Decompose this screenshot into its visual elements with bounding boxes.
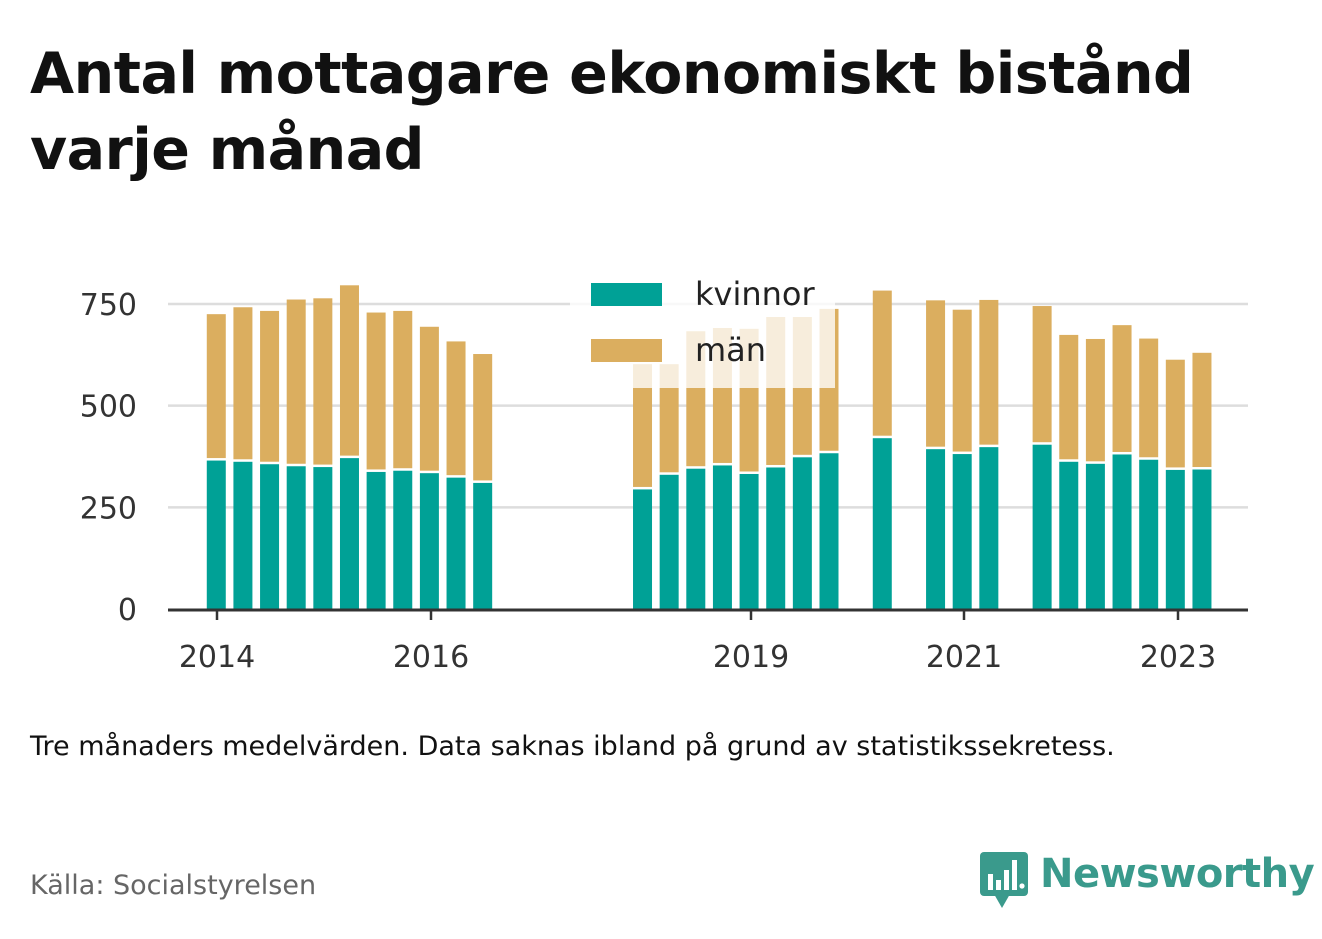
bar-man-2021-07 bbox=[952, 309, 972, 452]
bar-kvinnor-2019-04 bbox=[712, 465, 732, 609]
bar-man-2015-01 bbox=[260, 310, 280, 462]
bar-man-2022-04 bbox=[1032, 306, 1052, 443]
x-tick-label-2021: 2021 bbox=[926, 640, 1002, 675]
bar-kvinnor-2018-10 bbox=[659, 474, 679, 609]
bar-man-2023-10 bbox=[1192, 352, 1212, 468]
bar-man-2015-07 bbox=[313, 298, 333, 465]
bar-man-2016-04 bbox=[393, 310, 413, 469]
bar-kvinnor-2022-04 bbox=[1032, 444, 1052, 609]
bar-kvinnor-2023-04 bbox=[1139, 459, 1159, 609]
bar-man-2023-04 bbox=[1139, 338, 1159, 458]
bar-kvinnor-2016-01 bbox=[366, 471, 386, 609]
bar-man-2018-10 bbox=[659, 364, 679, 473]
bar-man-2021-04 bbox=[926, 300, 946, 447]
bar-man-2017-01 bbox=[473, 354, 493, 481]
bar-man-2021-10 bbox=[979, 299, 999, 445]
bar-kvinnor-2022-07 bbox=[1059, 461, 1079, 609]
bar-kvinnor-2023-01 bbox=[1112, 454, 1132, 609]
x-axis: 2014 2016 2019 2021 2023 bbox=[168, 608, 1248, 675]
bar-kvinnor-2015-04 bbox=[286, 466, 306, 609]
bar-kvinnor-2019-07 bbox=[739, 473, 759, 609]
bar-kvinnor-2020-10 bbox=[872, 438, 892, 609]
y-tick-label-750: 750 bbox=[80, 288, 137, 323]
bar-man-2015-04 bbox=[286, 299, 306, 464]
legend-label-kvinnor: kvinnor bbox=[695, 275, 816, 313]
bar-man-2015-10 bbox=[339, 285, 359, 456]
chart-title: Antal mottagare ekonomiskt bistånd varje… bbox=[30, 41, 1194, 183]
bar-kvinnor-2014-07 bbox=[206, 460, 226, 609]
bar-kvinnor-2019-01 bbox=[686, 468, 706, 609]
legend-label-män: män bbox=[695, 331, 766, 369]
legend-swatch-män bbox=[591, 339, 662, 362]
bar-kvinnor-2021-10 bbox=[979, 447, 999, 609]
y-tick-label-0: 0 bbox=[118, 593, 137, 628]
bar-kvinnor-2016-10 bbox=[446, 477, 466, 609]
bar-kvinnor-2016-07 bbox=[419, 473, 439, 609]
bar-man-2014-10 bbox=[233, 307, 253, 460]
x-tick-label-2016: 2016 bbox=[393, 640, 469, 675]
bar-kvinnor-2023-07 bbox=[1165, 469, 1185, 609]
legend: kvinnor män bbox=[570, 275, 835, 388]
bar-man-2014-07 bbox=[206, 314, 226, 459]
bar-kvinnor-2020-01 bbox=[792, 457, 812, 609]
y-tick-label-250: 250 bbox=[80, 491, 137, 526]
bar-kvinnor-2017-01 bbox=[473, 482, 493, 609]
bar-kvinnor-2015-01 bbox=[260, 464, 280, 609]
bar-man-2018-07 bbox=[633, 364, 653, 487]
bar-kvinnor-2015-07 bbox=[313, 467, 333, 609]
newsworthy-logo-icon bbox=[980, 852, 1028, 908]
brand-name: Newsworthy bbox=[1040, 851, 1315, 897]
x-tick-label-2014: 2014 bbox=[179, 640, 255, 675]
x-tick-label-2023: 2023 bbox=[1140, 640, 1216, 675]
bar-man-2016-01 bbox=[366, 312, 386, 470]
source-credit: Källa: Socialstyrelsen bbox=[30, 870, 317, 901]
bar-man-2016-10 bbox=[446, 341, 466, 476]
y-axis-labels: 0 250 500 750 bbox=[80, 288, 137, 628]
x-tick-label-2019: 2019 bbox=[713, 640, 789, 675]
bar-man-2016-07 bbox=[419, 326, 439, 471]
bar-kvinnor-2018-07 bbox=[633, 489, 653, 609]
chart-note: Tre månaders medelvärden. Data saknas ib… bbox=[30, 731, 1115, 762]
bar-kvinnor-2016-04 bbox=[393, 470, 413, 609]
bar-kvinnor-2021-04 bbox=[926, 449, 946, 609]
bar-man-2020-10 bbox=[872, 290, 892, 436]
bar-kvinnor-2019-10 bbox=[766, 467, 786, 609]
bars bbox=[206, 285, 1212, 609]
bar-kvinnor-2021-07 bbox=[952, 454, 972, 609]
bar-man-2023-01 bbox=[1112, 325, 1132, 452]
newsworthy-brand: Newsworthy bbox=[980, 848, 1315, 912]
bar-kvinnor-2022-10 bbox=[1085, 463, 1105, 609]
bar-man-2023-07 bbox=[1165, 359, 1185, 468]
legend-swatch-kvinnor bbox=[591, 283, 662, 306]
bar-kvinnor-2014-10 bbox=[233, 461, 253, 609]
bar-man-2022-10 bbox=[1085, 338, 1105, 462]
bar-man-2022-07 bbox=[1059, 334, 1079, 460]
bar-kvinnor-2020-04 bbox=[819, 453, 839, 609]
y-tick-label-500: 500 bbox=[80, 390, 137, 425]
bar-kvinnor-2023-10 bbox=[1192, 469, 1212, 609]
bar-kvinnor-2015-10 bbox=[339, 458, 359, 609]
